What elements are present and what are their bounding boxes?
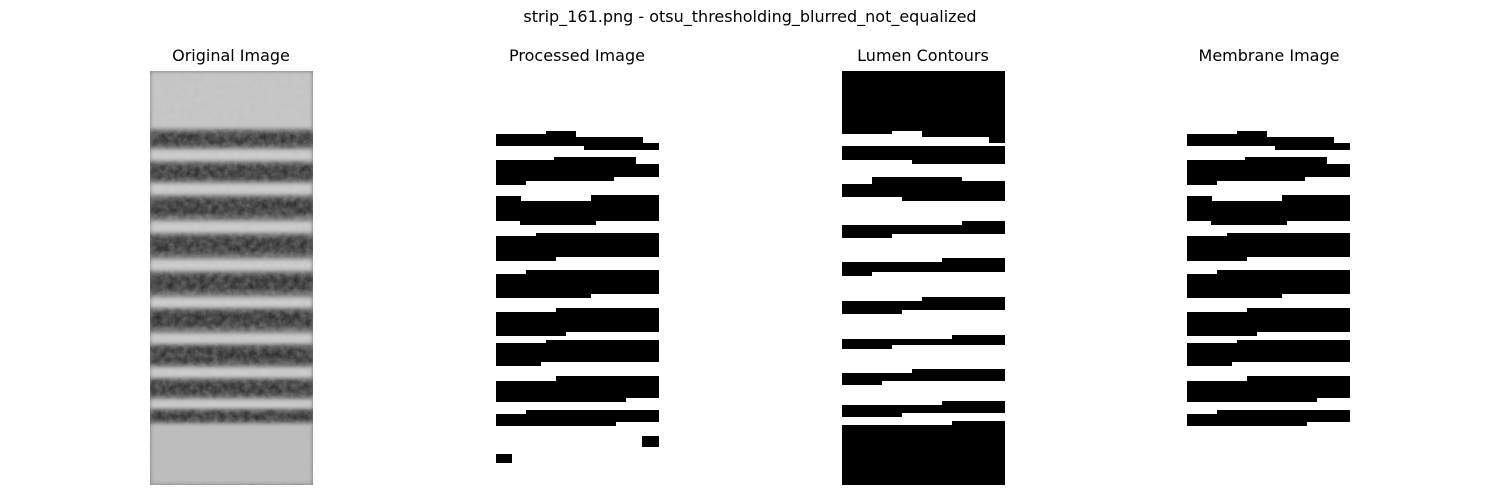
panel-title-lumen: Lumen Contours <box>857 46 989 65</box>
lumen-contours-image <box>842 71 1005 485</box>
processed-image <box>496 71 659 485</box>
panel-title-membrane: Membrane Image <box>1198 46 1340 65</box>
figure-title: strip_161.png - otsu_thresholding_blurre… <box>523 7 977 26</box>
panel-title-processed: Processed Image <box>509 46 645 65</box>
original-image <box>150 71 313 485</box>
membrane-image <box>1187 71 1350 485</box>
panel-title-original: Original Image <box>172 46 290 65</box>
